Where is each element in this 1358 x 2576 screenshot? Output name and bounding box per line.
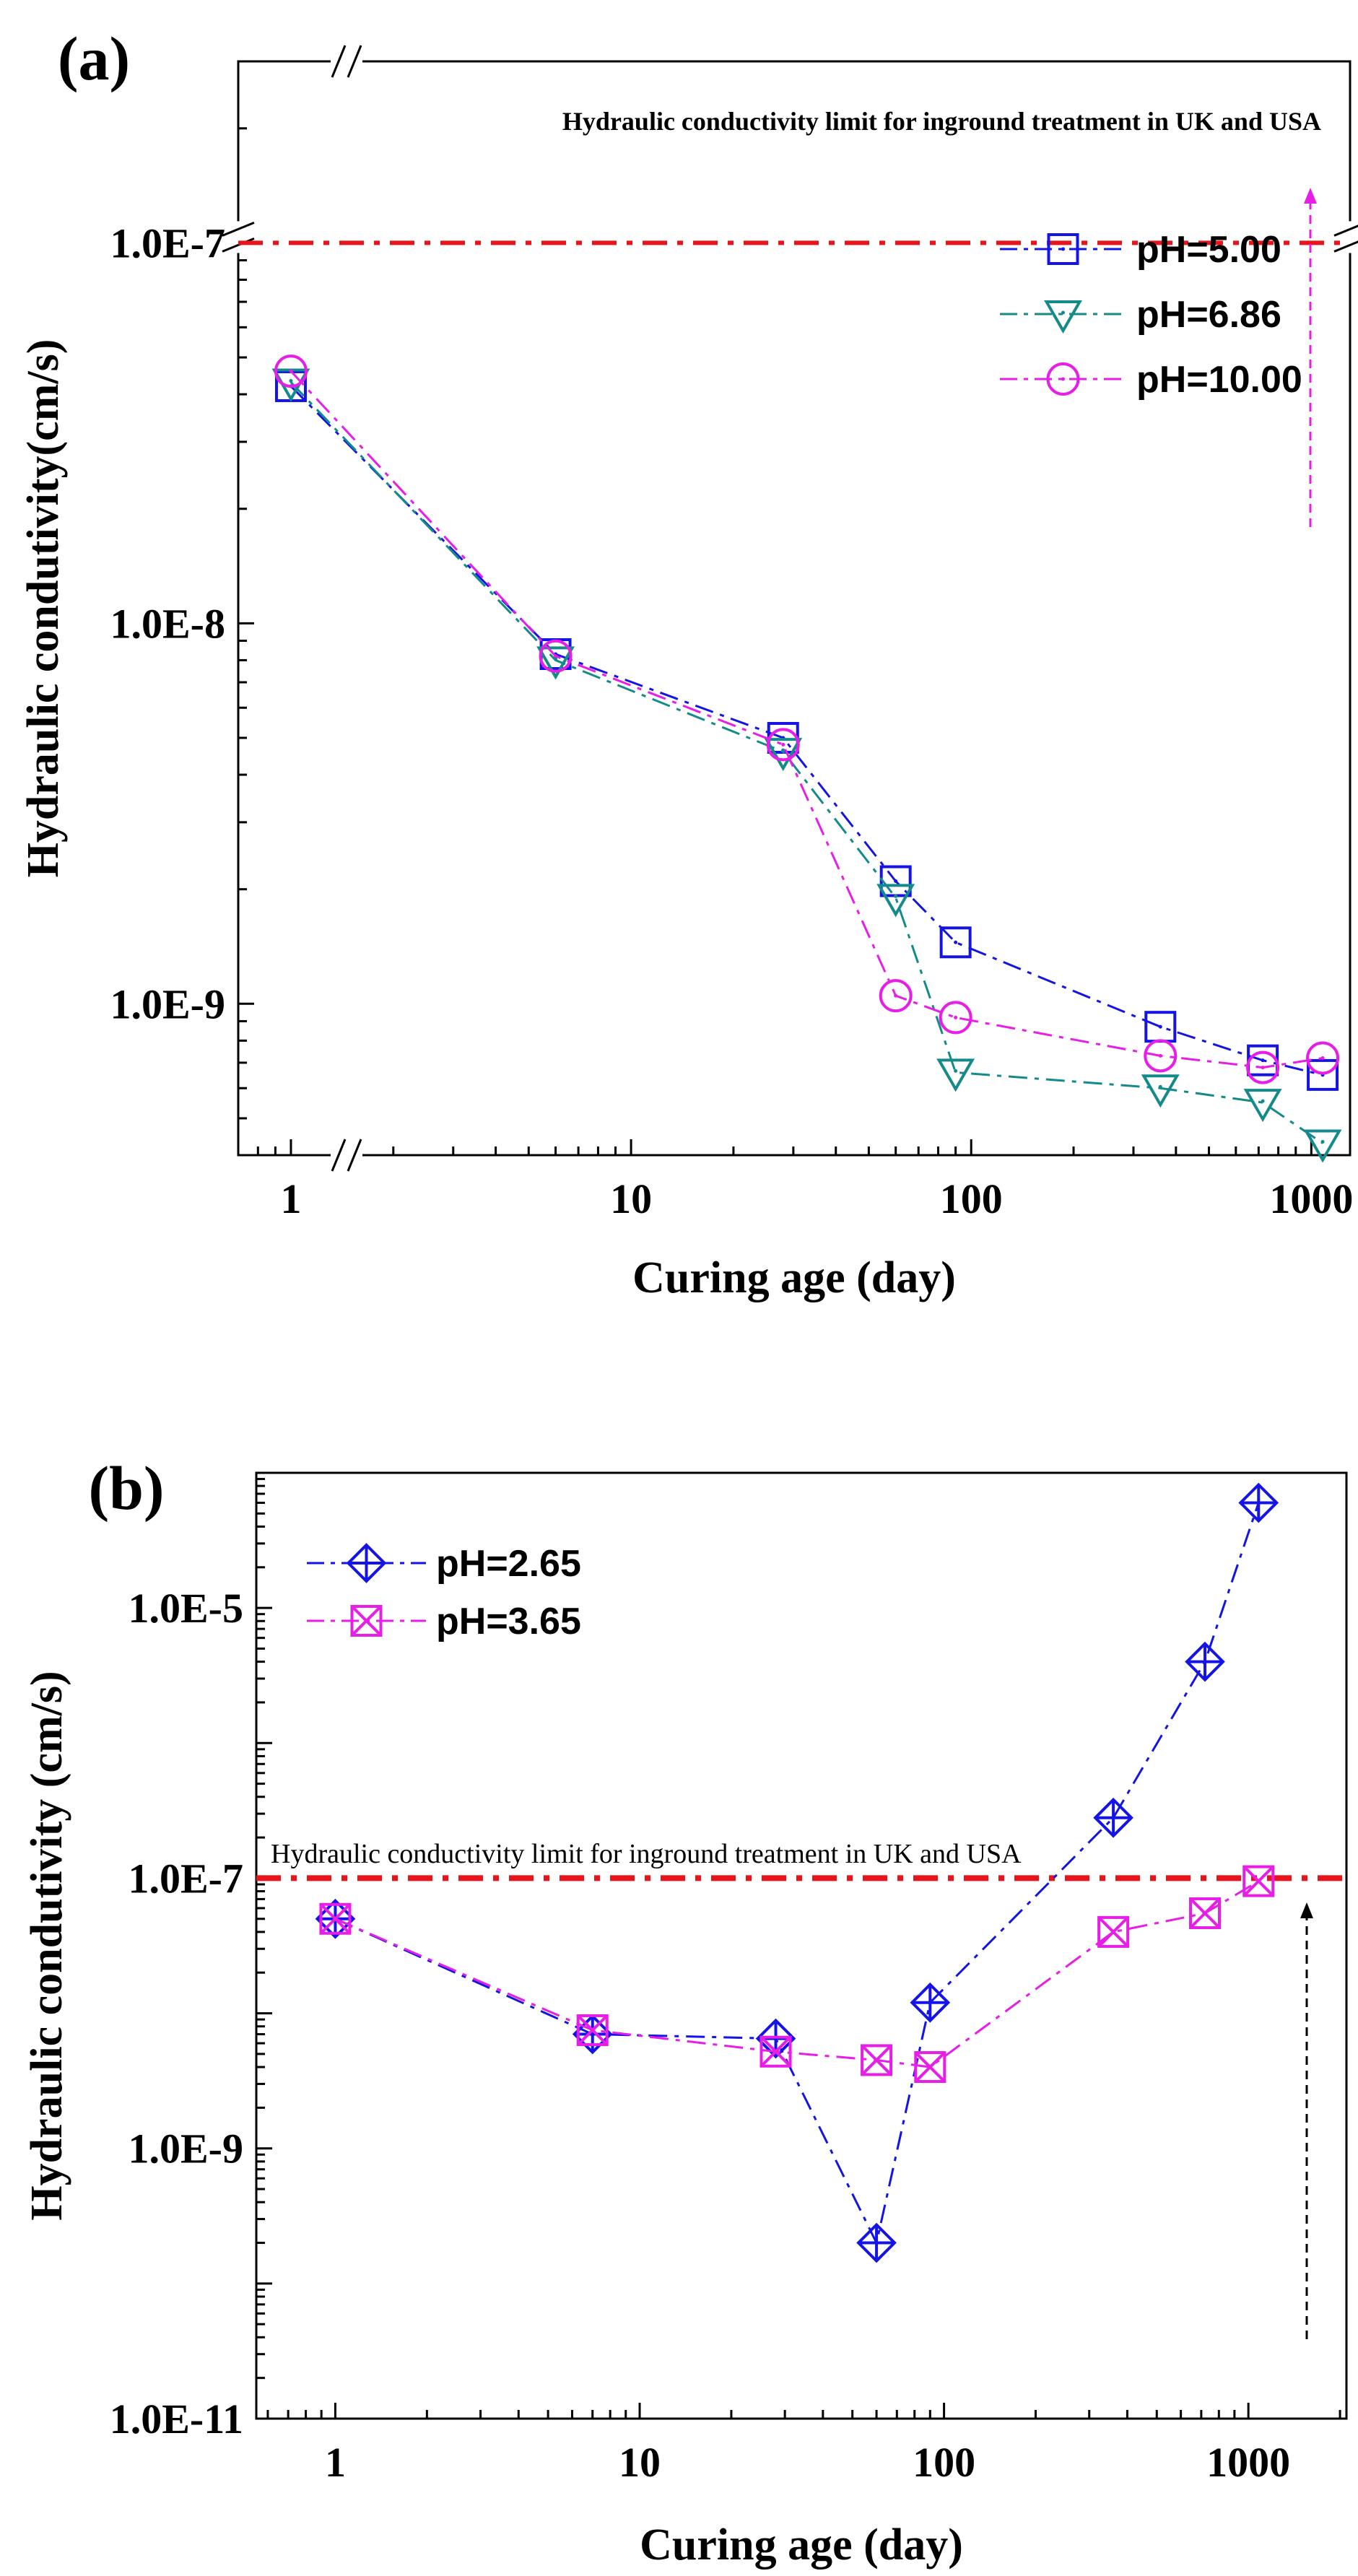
series-line	[290, 370, 1323, 1069]
data-point	[764, 738, 803, 772]
x-axis-title: Curing age (day)	[640, 2520, 963, 2570]
data-point	[1046, 362, 1080, 396]
axis-break	[1333, 221, 1358, 253]
data-point	[536, 646, 575, 680]
data-point	[1144, 1039, 1178, 1073]
data-point	[1189, 1897, 1222, 1930]
y-tick-label: 1.0E-9	[129, 2125, 244, 2172]
data-point	[1247, 1044, 1279, 1076]
plot-frame	[255, 1471, 1348, 2420]
y-tick-label: 1.0E-11	[110, 2396, 243, 2442]
legend-label: pH=2.65	[436, 1543, 581, 1585]
x-tick-label: 10	[619, 2439, 661, 2486]
y-tick-label: 1.0E-7	[129, 1855, 244, 1902]
series-line	[334, 1880, 1260, 2068]
data-point	[539, 639, 573, 673]
data-point	[759, 2035, 792, 2068]
data-point	[346, 1543, 387, 1583]
plot-frame	[237, 60, 1352, 1157]
y-tick-label: 1.0E-5	[129, 1585, 244, 1632]
limit-arrowhead	[1300, 1902, 1313, 1918]
data-point	[572, 2014, 613, 2055]
x-tick-label: 1	[280, 1175, 301, 1222]
data-point	[861, 2044, 893, 2076]
y-tick-label: 1.0E-8	[110, 600, 226, 647]
data-point	[1242, 1865, 1275, 1897]
series-line	[290, 381, 1323, 1144]
data-point	[1044, 300, 1082, 334]
legend-label: pH=5.00	[1136, 229, 1281, 271]
x-tick-label: 1	[325, 2439, 346, 2486]
data-point	[1047, 233, 1079, 265]
data-point	[766, 728, 800, 762]
y-tick-label: 1.0E-9	[110, 980, 226, 1027]
y-axis-title: Hydraulic condutivity(cm/s)	[19, 339, 68, 878]
x-tick-label: 1000	[1206, 2439, 1290, 2486]
data-point	[319, 1902, 352, 1935]
legend-label: pH=10.00	[1136, 359, 1302, 401]
data-point	[1185, 1641, 1225, 1682]
data-point	[939, 926, 972, 959]
series-line	[334, 1502, 1260, 2247]
data-point	[1093, 1797, 1133, 1838]
series-line	[290, 385, 1323, 1076]
data-point	[856, 2222, 897, 2263]
data-point	[1303, 1129, 1342, 1163]
data-point	[876, 884, 915, 918]
legend-label: pH=6.86	[1136, 294, 1281, 336]
data-point	[910, 1982, 951, 2023]
x-tick-label: 100	[940, 1175, 1003, 1222]
data-point	[350, 1605, 383, 1637]
data-point	[1243, 1089, 1282, 1123]
x-axis-title: Curing age (day)	[632, 1253, 956, 1302]
panel-label: (b)	[88, 1453, 164, 1523]
x-tick-label: 100	[913, 2439, 975, 2486]
reference-line-label: Hydraulic conductivity limit for ingroun…	[562, 107, 1321, 136]
axis-break	[331, 45, 362, 78]
data-point	[939, 1001, 972, 1035]
data-point	[1141, 1074, 1180, 1108]
y-axis-title: Hydraulic condutivity (cm/s)	[22, 1671, 71, 2220]
data-point	[1238, 1482, 1279, 1523]
data-point	[576, 2014, 609, 2046]
data-point	[1097, 1915, 1130, 1948]
x-tick-label: 10	[610, 1175, 652, 1222]
axis-break	[331, 1139, 362, 1172]
data-point	[914, 2051, 946, 2084]
data-point	[1144, 1011, 1177, 1043]
data-point	[1306, 1041, 1340, 1075]
data-point	[936, 1058, 975, 1092]
data-point	[274, 354, 308, 388]
data-point	[1246, 1050, 1280, 1084]
axis-break	[222, 221, 255, 253]
reference-line-label: Hydraulic conductivity limit for ingroun…	[271, 1839, 1022, 1869]
legend-label: pH=3.65	[436, 1601, 581, 1642]
y-tick-label: 1.0E-7	[110, 219, 226, 266]
x-tick-label: 1000	[1269, 1175, 1353, 1222]
data-point	[879, 979, 913, 1013]
panel-label: (a)	[58, 24, 130, 93]
data-point	[1307, 1058, 1339, 1091]
limit-arrowhead	[1304, 188, 1317, 204]
